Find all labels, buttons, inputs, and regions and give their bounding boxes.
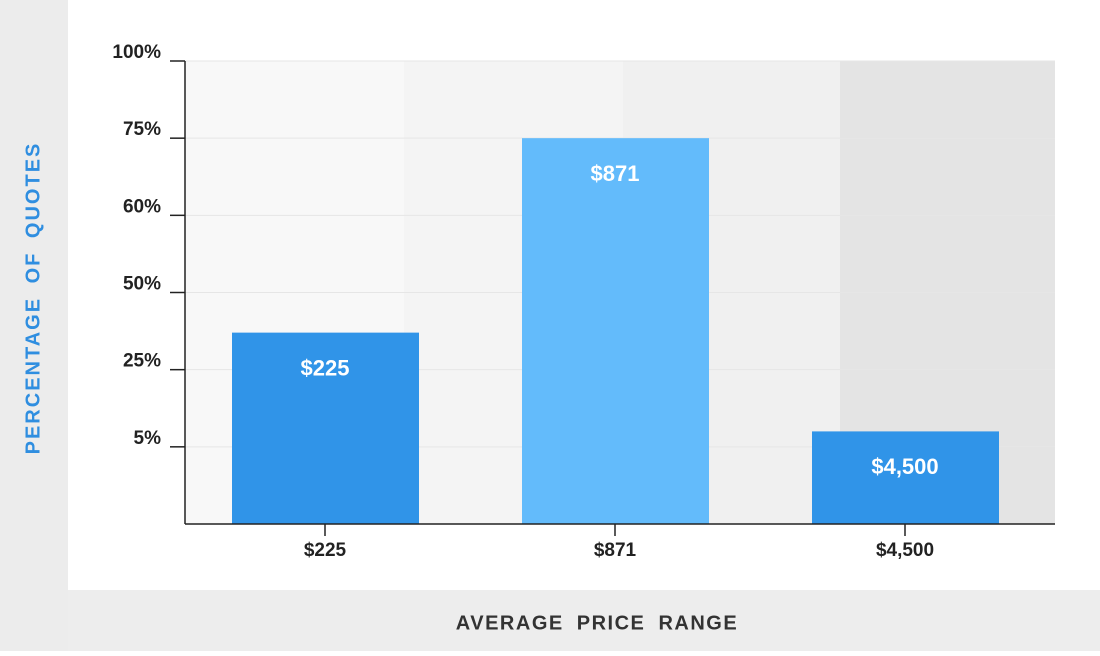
y-tick-label: 50% [123, 274, 161, 295]
bar [812, 431, 999, 524]
y-tick-label: 60% [123, 196, 161, 217]
bar [522, 138, 709, 524]
y-axis-title: PERCENTAGE OF QUOTES [22, 142, 44, 455]
bottom-band [68, 590, 1100, 651]
plot: 5% 25% 50% 60% 75% 100% $225 $225 $871 $871 $4,500… [112, 42, 1055, 561]
y-tick-label: 100% [112, 42, 161, 63]
y-tick-label: 5% [134, 428, 162, 449]
bar-label: $871 [591, 161, 640, 186]
left-strip [0, 0, 68, 651]
y-tick-label: 25% [123, 351, 161, 372]
x-tick-label: $225 [304, 540, 347, 561]
bar [232, 332, 419, 524]
x-axis-title: AVERAGE PRICE RANGE [456, 612, 738, 634]
x-tick-label: $4,500 [876, 540, 934, 561]
y-tick-label: 75% [123, 119, 161, 140]
x-tick-label: $871 [594, 540, 637, 561]
bar-label: $4,500 [871, 454, 938, 479]
bar-label: $225 [301, 355, 350, 380]
